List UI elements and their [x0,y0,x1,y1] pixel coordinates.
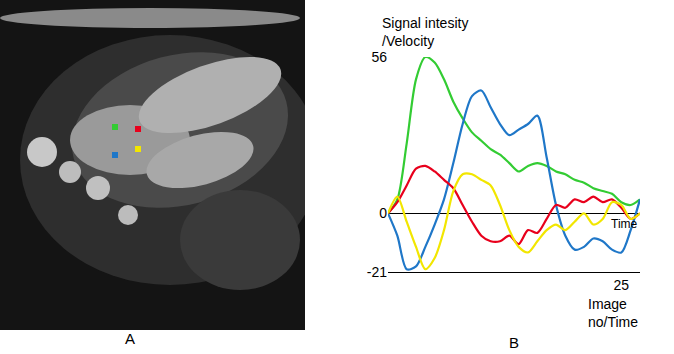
svg-text:Imageno/Time: Imageno/Time [588,296,638,330]
html-text:A: A [125,330,135,347]
svg-text:25: 25 [614,277,630,293]
svg-text:Time: Time [611,217,638,231]
svg-text:56: 56 [371,49,387,65]
svg-text:-21: -21 [367,264,387,280]
svg-text:Signal intesity/Velocity: Signal intesity/Velocity [382,15,468,49]
svg-text:B: B [509,334,519,351]
svg-text:0: 0 [379,205,387,221]
